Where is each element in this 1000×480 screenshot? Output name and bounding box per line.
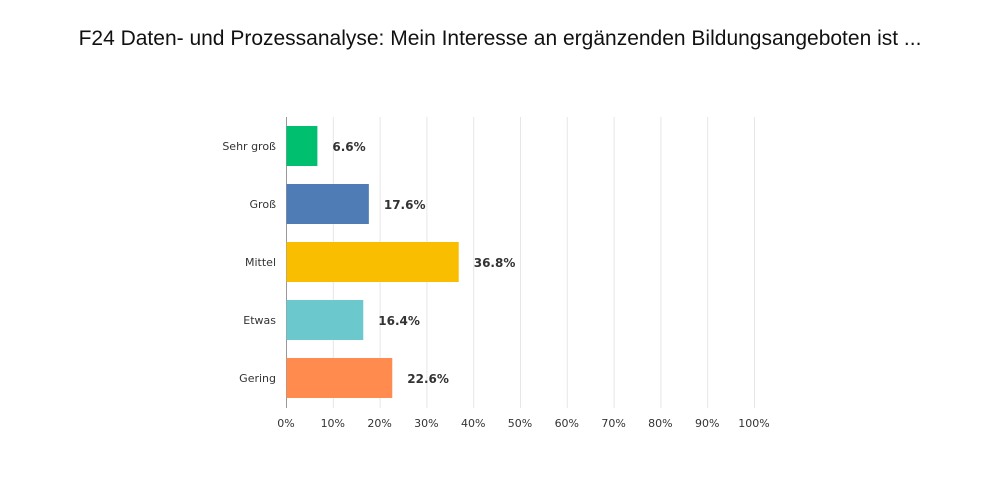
category-label: Sehr groß [222,140,276,153]
x-tick-label: 30% [414,417,438,430]
x-tick-label: 90% [695,417,719,430]
category-labels: Sehr groß Groß Mittel Etwas Gering [222,140,276,385]
x-tick-label: 80% [648,417,672,430]
chart-title: F24 Daten- und Prozessanalyse: Mein Inte… [78,27,922,50]
category-label: Gering [239,372,276,385]
x-tick-label: 100% [738,417,769,430]
x-tick-label: 20% [367,417,391,430]
value-label: 17.6% [384,198,426,212]
x-tick-label: 70% [601,417,625,430]
category-label: Etwas [243,314,276,327]
x-tick-labels: 0% 10% 20% 30% 40% 50% 60% 70% 80% 90% 100% [277,417,769,430]
value-label: 6.6% [332,140,365,154]
x-tick-label: 40% [461,417,485,430]
value-label: 22.6% [407,372,449,386]
category-label: Groß [250,198,277,211]
x-tick-label: 60% [555,417,579,430]
bar [286,300,364,340]
x-tick-label: 10% [321,417,345,430]
value-labels: 6.6% 17.6% 36.8% 16.4% 22.6% [332,140,515,386]
bar [286,358,393,398]
category-label: Mittel [245,256,276,269]
bar [286,184,369,224]
value-label: 16.4% [378,314,420,328]
bar [286,126,318,166]
x-tick-label: 0% [277,417,294,430]
bars [286,126,459,398]
value-label: 36.8% [474,256,516,270]
bar [286,242,459,282]
x-tick-label: 50% [508,417,532,430]
